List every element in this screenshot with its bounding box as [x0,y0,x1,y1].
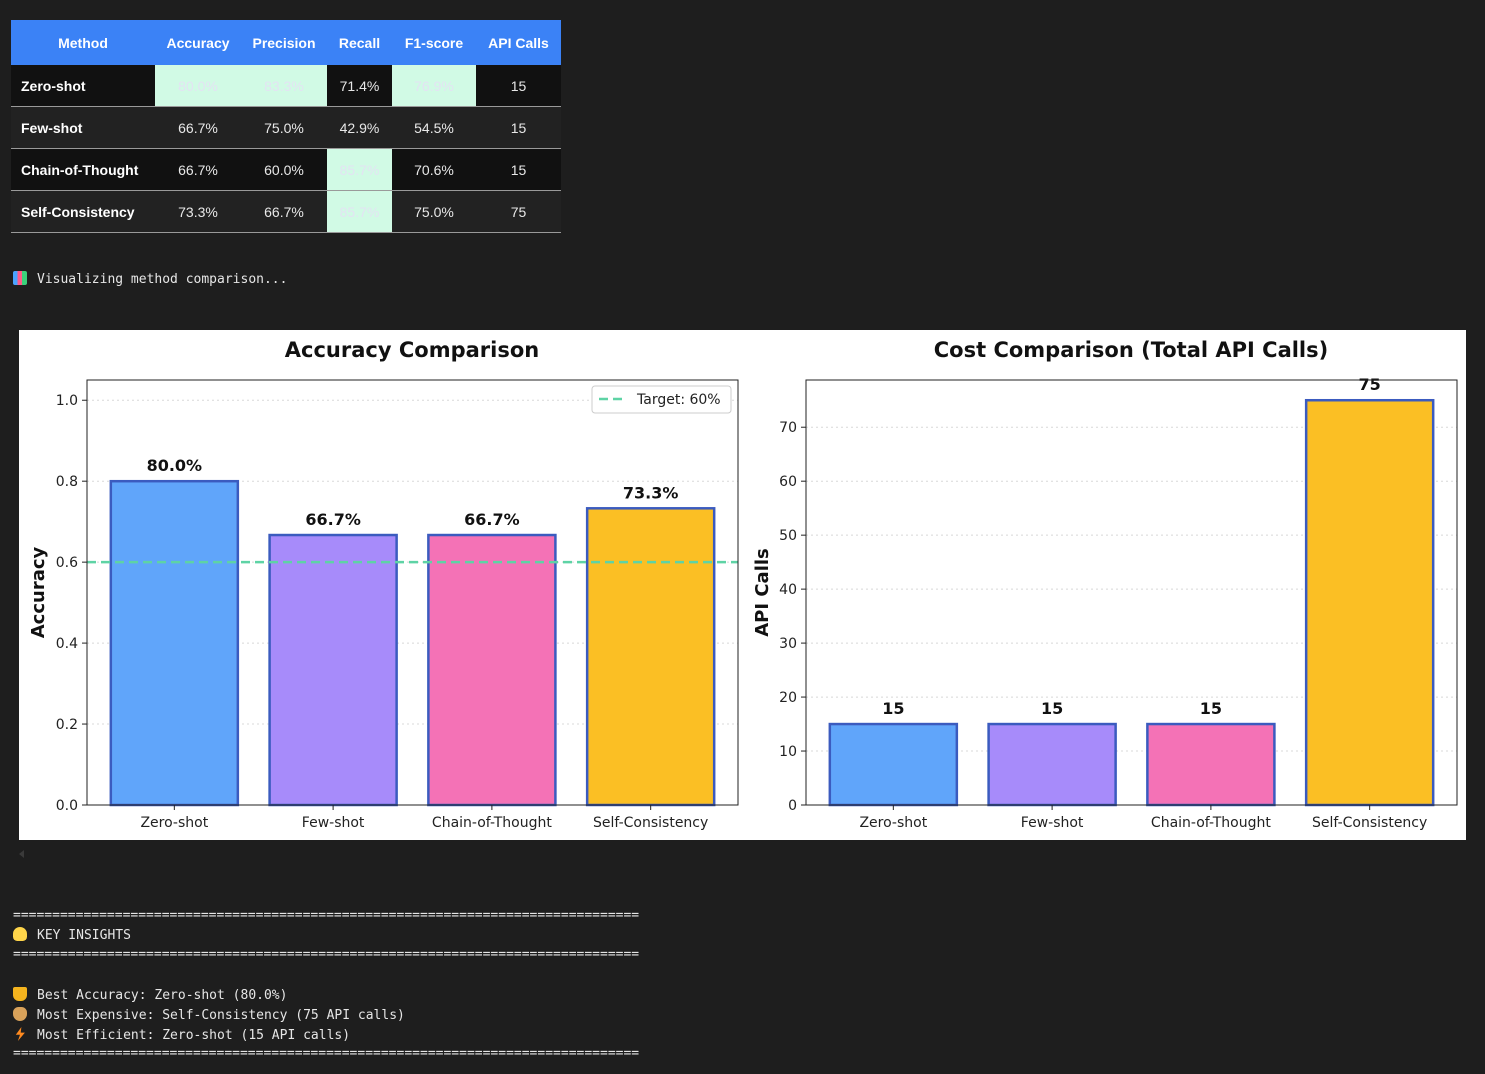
chart1-y-tick-label: 0.0 [56,798,78,814]
cell-api-calls: 15 [476,148,561,191]
chart2-bar [1304,398,1435,807]
chart1-y-tick-label: 0.6 [56,555,78,571]
chart1-axes-frame [86,379,739,806]
separator-line: ========================================… [13,1046,640,1061]
chart2-y-tick-label: 50 [779,528,797,544]
chart2-x-tick-label: Zero-shot [859,815,927,831]
cell-recall: 85.7% [327,190,392,233]
chart2-x-tick-label: Few-shot [1021,815,1084,831]
lightbulb-icon [13,927,27,941]
chart2-data-label: 15 [1041,699,1063,718]
chart1-x-tick-label: Zero-shot [140,815,208,831]
separator-line: ========================================… [13,908,640,923]
chart2-data-label: 75 [1359,375,1381,394]
chart1-x-tick-label: Few-shot [302,815,365,831]
insight-best-accuracy: Best Accuracy: Zero-shot (80.0%) [13,986,287,1006]
charts-svg: Accuracy Comparison 0.0 0.2 0.4 0.6 0.8 1.0 Acc… [28,338,1458,831]
chart2-y-tick-label: 20 [779,690,797,706]
cell-accuracy: 73.3% [155,190,241,233]
chart1-x-tick-label: Self-Consistency [593,815,708,831]
chart1-bar [268,533,398,807]
chart2-data-label: 15 [882,699,904,718]
chart2-title: Cost Comparison (Total API Calls) [934,338,1328,362]
cell-method: Self-Consistency [11,190,155,233]
header-accuracy: Accuracy [155,20,241,65]
cell-f1: 76.9% [392,65,476,107]
cell-recall: 42.9% [327,106,392,149]
scroll-left-arrow[interactable] [19,850,24,858]
cell-recall: 71.4% [327,65,392,107]
chart2-y-tick-label: 40 [779,582,797,598]
header-method: Method [11,20,155,65]
table-row: Few-shot 66.7% 75.0% 42.9% 54.5% 15 [11,106,561,149]
header-recall: Recall [327,20,392,65]
chart2-y-axis-label: API Calls [752,548,773,637]
chart1-bar [109,479,240,807]
chart1-y-tick-label: 1.0 [56,393,78,409]
bar-chart-icon [13,271,27,285]
cell-api-calls: 15 [476,65,561,107]
trophy-icon [13,987,27,1001]
chart2-x-tick-label: Self-Consistency [1312,815,1427,831]
cell-api-calls: 15 [476,106,561,149]
chart1-data-label: 66.7% [305,510,361,529]
header-f1: F1-score [392,20,476,65]
cell-precision: 60.0% [241,148,327,191]
insight-most-expensive: Most Expensive: Self-Consistency (75 API… [13,1006,405,1026]
header-precision: Precision [241,20,327,65]
cell-method: Chain-of-Thought [11,148,155,191]
cell-recall: 85.7% [327,148,392,191]
chart1-legend-label: Target: 60% [636,392,721,408]
cell-f1: 70.6% [392,148,476,191]
cell-accuracy: 80.0% [155,65,241,107]
cell-api-calls: 75 [476,190,561,233]
chart1-bar [427,533,557,807]
chart2-axes-frame [805,379,1458,806]
chart2-data-label: 15 [1200,699,1222,718]
insights-title: KEY INSIGHTS [13,926,131,946]
chart2-y-tick-label: 70 [779,420,797,436]
chart2-y-tick-label: 30 [779,636,797,652]
separator-line: ========================================… [13,947,640,962]
chart1-data-label: 73.3% [623,483,679,502]
cell-precision: 75.0% [241,106,327,149]
chart1-x-tick-label: Chain-of-Thought [432,815,552,831]
chart1-bar [585,507,716,807]
chart2-bar [828,722,959,807]
chart2-x-tick-label: Chain-of-Thought [1151,815,1271,831]
cell-method: Few-shot [11,106,155,149]
chart1-y-axis-label: Accuracy [28,546,49,638]
chart1-data-label: 66.7% [464,510,520,529]
cell-f1: 75.0% [392,190,476,233]
money-bag-icon [13,1007,27,1021]
chart2-bar [987,722,1117,807]
chart2-y-tick-label: 10 [779,744,797,760]
chart1-title: Accuracy Comparison [285,338,539,362]
chart1-y-tick-label: 0.4 [56,636,78,652]
chart1-y-tick-label: 0.2 [56,717,78,733]
table-row: Chain-of-Thought 66.7% 60.0% 85.7% 70.6%… [11,148,561,191]
metrics-table: Method Accuracy Precision Recall F1-scor… [11,20,561,233]
comparison-figure: Accuracy Comparison 0.0 0.2 0.4 0.6 0.8 1.0 Acc… [19,330,1466,840]
chart1-y-tick-label: 0.8 [56,474,78,490]
cell-precision: 83.3% [241,65,327,107]
table-header-row: Method Accuracy Precision Recall F1-scor… [11,20,561,65]
chart2-y-tick-label: 60 [779,474,797,490]
cell-accuracy: 66.7% [155,106,241,149]
chart2-bar [1146,722,1276,807]
cell-method: Zero-shot [11,65,155,107]
chart2-y-tick-label: 0 [788,798,797,814]
lightning-icon [15,1027,25,1041]
table-row: Self-Consistency 73.3% 66.7% 85.7% 75.0%… [11,190,561,233]
insight-most-efficient: Most Efficient: Zero-shot (15 API calls) [13,1026,350,1046]
header-api-calls: API Calls [476,20,561,65]
chart1-legend-box [591,385,732,414]
table-row: Zero-shot 80.0% 83.3% 71.4% 76.9% 15 [11,65,561,107]
cell-f1: 54.5% [392,106,476,149]
visualizing-message: Visualizing method comparison... [13,270,287,290]
cell-accuracy: 66.7% [155,148,241,191]
cell-precision: 66.7% [241,190,327,233]
chart1-data-label: 80.0% [147,456,203,475]
